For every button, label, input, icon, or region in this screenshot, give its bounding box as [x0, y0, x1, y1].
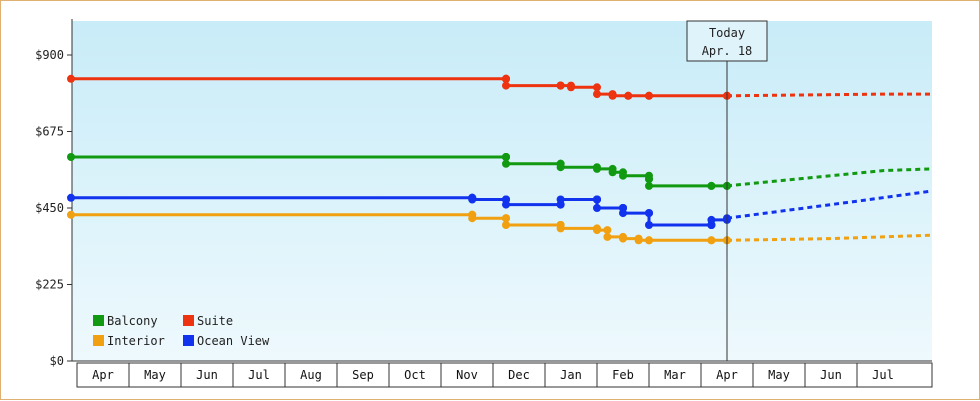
series-balcony	[67, 153, 933, 190]
month-label: Mar	[664, 368, 686, 382]
legend-label-ocean-view: Ocean View	[197, 334, 270, 348]
today-date: Apr. 18	[702, 44, 753, 58]
month-label: Dec	[508, 368, 530, 382]
legend-swatch-balcony	[93, 315, 104, 326]
month-label: Jun	[196, 368, 218, 382]
y-tick-label: $0	[50, 354, 64, 368]
series-ocean-view	[67, 189, 933, 229]
month-label: Aug	[300, 368, 322, 382]
month-label: Apr	[716, 368, 738, 382]
data-point-balcony	[502, 153, 510, 161]
data-point-interior	[634, 236, 643, 245]
forecast-line-balcony	[726, 167, 933, 188]
data-point-balcony	[556, 163, 565, 172]
today-label-box	[686, 20, 768, 62]
data-point-interior	[556, 224, 565, 233]
data-point-balcony	[645, 175, 653, 184]
data-point-ocean-view	[645, 221, 653, 229]
series-interior	[67, 210, 933, 245]
data-point-ocean-view	[645, 209, 653, 218]
data-point-interior	[67, 210, 75, 219]
forecast-line-suite	[726, 92, 932, 98]
month-label: Oct	[404, 368, 426, 382]
data-point-interior	[502, 214, 510, 223]
month-label: May	[144, 368, 166, 382]
y-tick-label: $675	[35, 125, 64, 139]
data-point-suite	[593, 90, 601, 99]
data-point-interior	[468, 214, 477, 223]
data-point-suite	[593, 83, 601, 92]
y-tick-label: $900	[35, 48, 64, 62]
data-point-interior	[502, 221, 510, 229]
data-point-suite	[502, 74, 510, 83]
data-point-suite	[502, 81, 510, 90]
legend-label-balcony: Balcony	[107, 314, 158, 328]
data-point-balcony	[645, 181, 653, 190]
plot-area	[72, 21, 932, 361]
today-label: Today	[709, 26, 745, 40]
legend-swatch-interior	[93, 335, 104, 346]
legend-label-suite: Suite	[197, 314, 233, 328]
data-point-suite	[67, 74, 75, 83]
data-point-suite	[624, 91, 633, 100]
legend-swatch-suite	[183, 315, 194, 326]
data-point-balcony	[67, 153, 75, 161]
data-point-interior	[645, 236, 653, 245]
month-label: May	[768, 368, 790, 382]
data-point-interior	[603, 232, 612, 241]
y-tick-label: $225	[35, 278, 64, 292]
data-point-balcony	[707, 181, 716, 190]
data-point-balcony	[593, 164, 601, 173]
data-point-suite	[567, 83, 575, 92]
data-point-suite	[608, 91, 617, 100]
month-label: Nov	[456, 368, 478, 382]
data-point-suite	[556, 81, 565, 90]
month-label: Feb	[612, 368, 634, 382]
data-point-ocean-view	[593, 195, 601, 204]
data-point-interior	[593, 226, 601, 235]
data-point-ocean-view	[468, 195, 477, 204]
month-label: Jul	[872, 368, 894, 382]
data-point-ocean-view	[502, 200, 510, 209]
month-axis: Apr May Jun Jul Aug Sep Oct Nov Dec Jan Feb Mar Apr M…	[76, 362, 933, 388]
forecast-line-ocean-view	[726, 189, 933, 220]
data-point-ocean-view	[593, 204, 601, 212]
series-suite	[67, 74, 932, 100]
legend-label-interior: Interior	[107, 334, 165, 348]
data-point-ocean-view	[707, 215, 716, 224]
month-label: Apr	[92, 368, 114, 382]
legend-swatch-ocean-view	[183, 335, 194, 346]
month-label: Jun	[820, 368, 842, 382]
data-point-ocean-view	[67, 193, 75, 202]
data-point-suite	[645, 91, 653, 100]
month-label: Sep	[352, 368, 374, 382]
data-point-balcony	[502, 159, 510, 168]
data-point-interior	[603, 226, 612, 235]
data-point-ocean-view	[619, 209, 627, 218]
data-point-interior	[707, 236, 716, 245]
data-point-ocean-view	[556, 195, 565, 204]
month-label: Jul	[248, 368, 270, 382]
data-point-balcony	[619, 171, 627, 180]
data-point-interior	[619, 234, 627, 243]
data-point-balcony	[608, 168, 617, 177]
month-label: Jan	[560, 368, 582, 382]
y-tick-label: $450	[35, 201, 64, 215]
forecast-line-interior	[726, 233, 933, 242]
month-axis-frame	[76, 362, 933, 388]
